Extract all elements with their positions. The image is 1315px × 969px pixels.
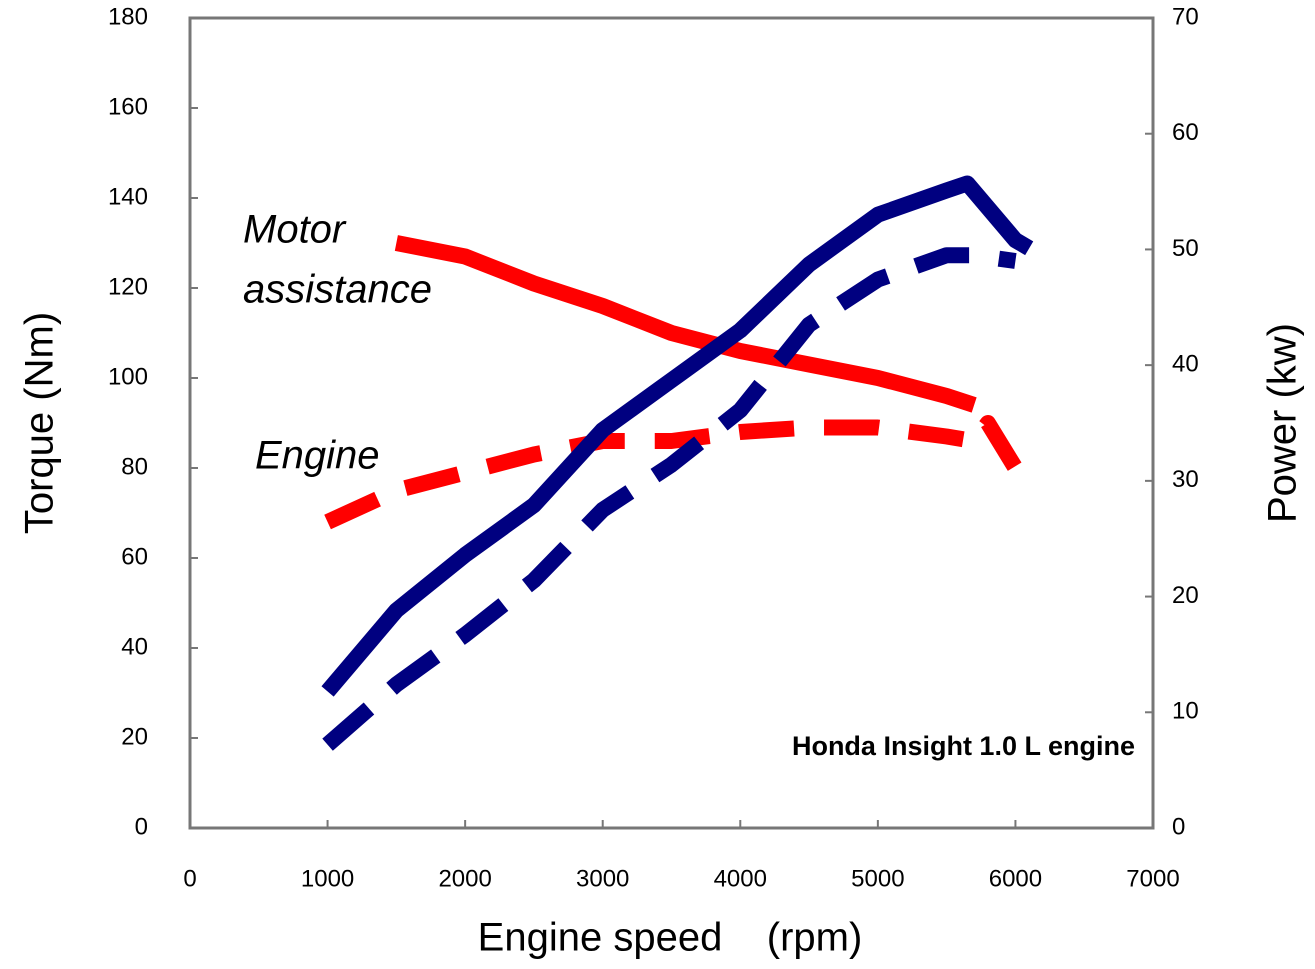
data-line <box>322 247 1017 751</box>
y-tick-label: 40 <box>121 633 148 660</box>
data-line <box>394 235 977 413</box>
x-axis-label: Engine speed (rpm) <box>478 916 863 960</box>
x-tick-label: 4000 <box>714 865 767 892</box>
plot-frame <box>188 16 1155 830</box>
y-tick-label: 0 <box>135 813 148 840</box>
y-tick-label: 120 <box>108 273 148 300</box>
annotation: Motor <box>243 208 347 252</box>
y-tick-label: 180 <box>108 3 148 30</box>
y2-tick-label: 20 <box>1172 582 1199 609</box>
annotation: Engine <box>255 434 380 478</box>
data-line <box>321 175 1034 697</box>
y-tick-label: 100 <box>108 363 148 390</box>
y-axis-label: Torque (Nm) <box>18 312 62 534</box>
y2-tick-label: 0 <box>1172 813 1185 840</box>
x-tick-label: 7000 <box>1126 865 1179 892</box>
y2-tick-label: 70 <box>1172 3 1199 30</box>
data-line <box>324 415 1023 530</box>
y2-tick-label: 50 <box>1172 235 1199 262</box>
y-tick-label: 80 <box>121 453 148 480</box>
y-tick-label: 160 <box>108 93 148 120</box>
y-tick-label: 20 <box>121 723 148 750</box>
x-tick-label: 1000 <box>301 865 354 892</box>
y2-tick-label: 30 <box>1172 466 1199 493</box>
y-tick-label: 60 <box>121 543 148 570</box>
y2-tick-label: 60 <box>1172 119 1199 146</box>
x-tick-label: 3000 <box>576 865 629 892</box>
x-tick-label: 5000 <box>851 865 904 892</box>
y2-tick-label: 40 <box>1172 350 1199 377</box>
x-tick-label: 0 <box>183 865 196 892</box>
y2-tick-label: 10 <box>1172 698 1199 725</box>
x-tick-label: 6000 <box>989 865 1042 892</box>
y2-axis-label: Power (kw) <box>1261 323 1305 523</box>
x-tick-label: 2000 <box>438 865 491 892</box>
y-tick-label: 140 <box>108 183 148 210</box>
annotation: Honda Insight 1.0 L engine <box>792 731 1135 761</box>
annotation: assistance <box>243 268 432 312</box>
